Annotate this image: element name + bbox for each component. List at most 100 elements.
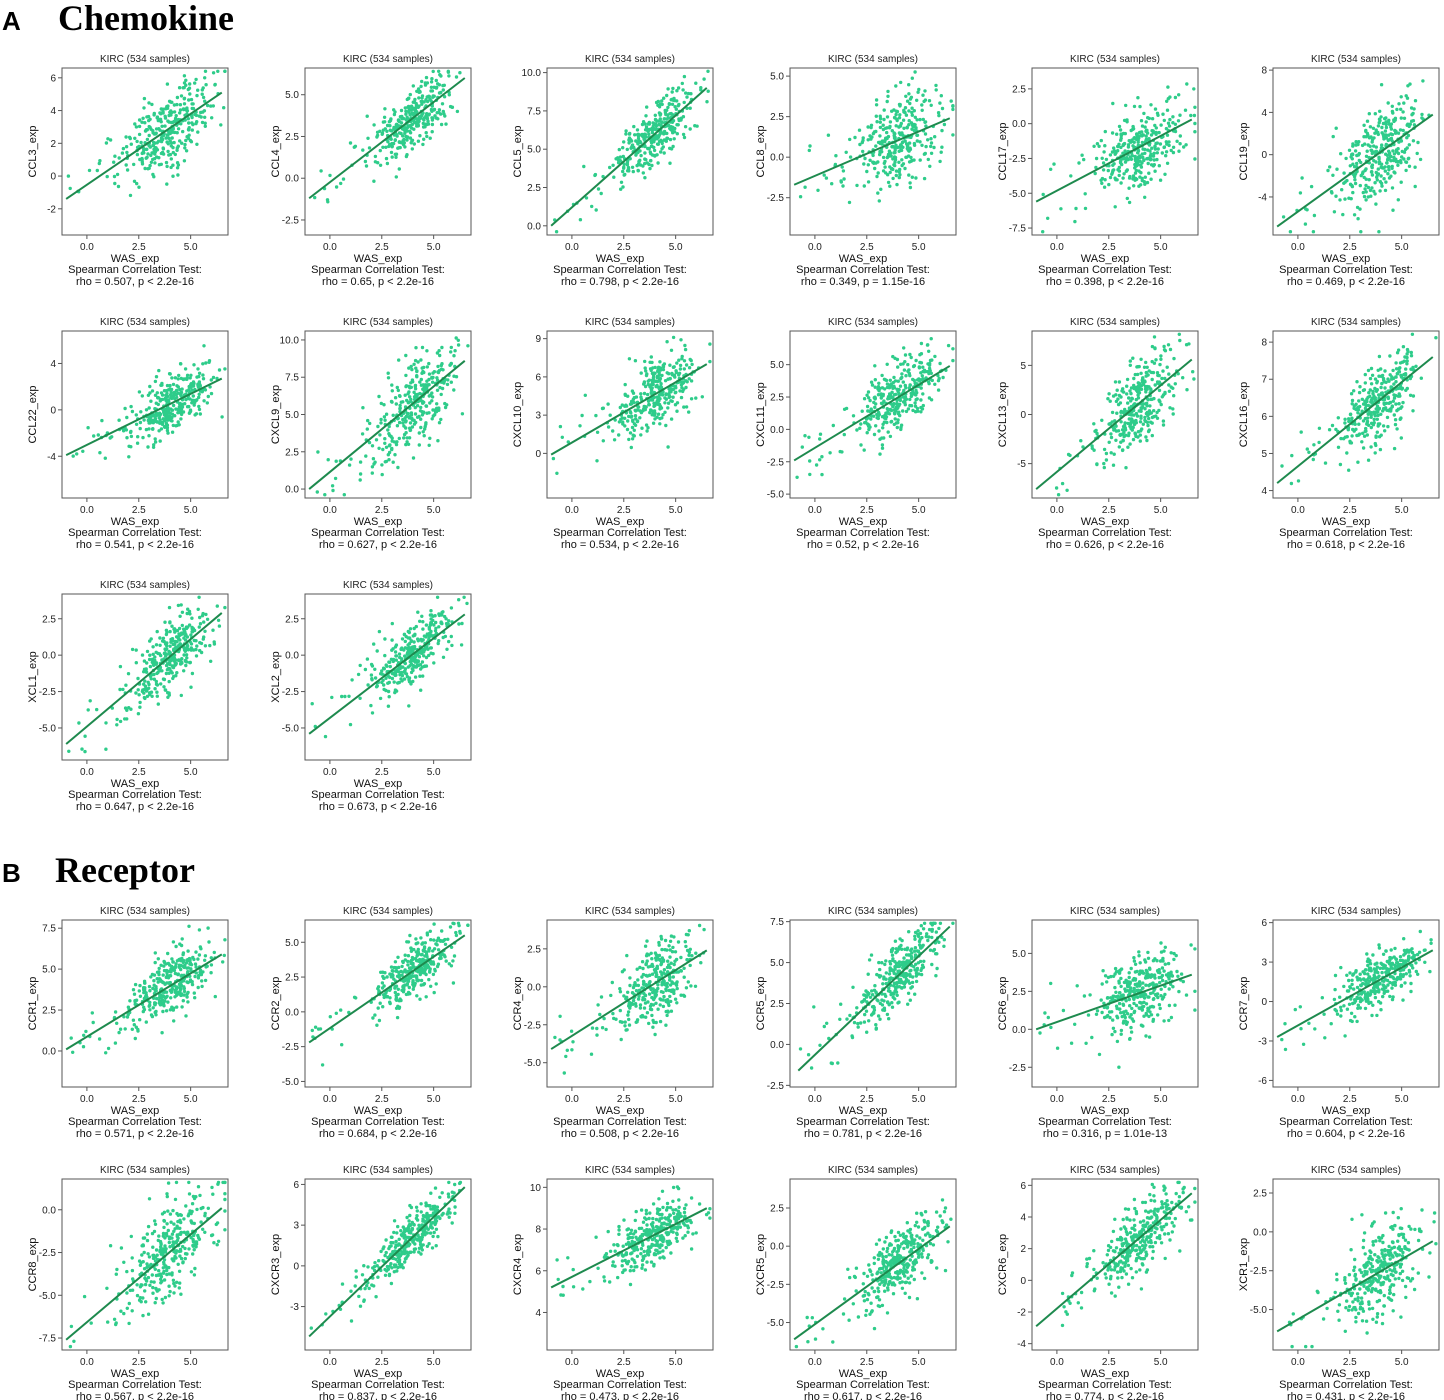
data-point <box>828 451 832 455</box>
data-point <box>154 682 159 686</box>
data-point <box>1158 142 1163 146</box>
data-point <box>1127 200 1132 205</box>
data-point <box>642 381 646 385</box>
data-point <box>891 176 895 181</box>
data-point <box>1405 146 1409 150</box>
data-point <box>413 383 418 388</box>
data-point <box>136 435 140 439</box>
data-point <box>1131 144 1135 148</box>
data-point <box>926 157 930 162</box>
data-point <box>874 114 878 118</box>
data-point <box>151 645 155 649</box>
data-point <box>635 128 640 132</box>
data-point <box>893 148 897 152</box>
data-point <box>411 380 415 384</box>
data-point <box>462 595 466 599</box>
data-point <box>121 687 125 692</box>
data-point <box>171 382 176 387</box>
data-point <box>880 436 884 440</box>
data-point <box>450 643 454 648</box>
data-point <box>425 379 429 383</box>
data-point <box>406 104 411 109</box>
data-point <box>1147 116 1152 121</box>
data-point <box>176 127 181 131</box>
data-point <box>892 393 897 397</box>
data-point <box>651 421 656 425</box>
data-point <box>1178 134 1183 138</box>
data-point <box>399 121 404 125</box>
data-point <box>878 116 883 121</box>
data-point <box>1146 161 1150 166</box>
data-point <box>361 148 365 152</box>
data-point <box>159 653 163 658</box>
data-point <box>937 376 941 381</box>
data-point <box>660 147 664 151</box>
data-point <box>1395 351 1400 355</box>
data-point <box>186 647 190 652</box>
data-point <box>400 673 405 678</box>
data-point <box>689 397 694 401</box>
data-point <box>1350 434 1354 438</box>
data-point <box>167 691 171 695</box>
data-point <box>135 145 140 150</box>
data-point <box>875 412 879 417</box>
points-group <box>313 69 462 204</box>
data-point <box>215 604 219 608</box>
data-point <box>195 120 199 124</box>
data-point <box>938 361 942 366</box>
x-tick-label: 0.0 <box>1291 505 1305 516</box>
data-point <box>907 173 911 177</box>
stat-test-label: Spearman Correlation Test: <box>1279 264 1413 276</box>
data-point <box>1136 365 1140 369</box>
data-point <box>894 143 898 147</box>
data-point <box>1332 210 1337 214</box>
data-point <box>1345 451 1349 455</box>
data-point <box>1106 168 1111 173</box>
data-point <box>897 175 901 180</box>
data-point <box>1122 410 1126 414</box>
data-point <box>657 371 661 375</box>
data-point <box>1380 125 1384 130</box>
data-point <box>1369 382 1374 386</box>
data-point <box>594 208 598 212</box>
data-point <box>1118 401 1123 405</box>
data-point <box>1193 130 1197 134</box>
data-point <box>898 113 902 117</box>
data-point <box>865 404 870 409</box>
data-point <box>387 432 391 436</box>
x-tick-label: 0.0 <box>323 767 337 778</box>
data-point <box>675 401 680 405</box>
data-point <box>874 144 878 148</box>
data-point <box>172 140 176 145</box>
plot-title: KIRC (534 samples) <box>1070 317 1160 328</box>
data-point <box>197 407 202 412</box>
data-point <box>1364 198 1368 202</box>
data-point <box>690 362 694 367</box>
data-point <box>897 160 901 164</box>
data-point <box>97 161 102 166</box>
data-point <box>1356 142 1360 147</box>
data-point <box>666 445 670 449</box>
regression-line <box>550 87 708 227</box>
data-point <box>201 362 205 366</box>
data-point <box>1110 131 1115 135</box>
data-point <box>67 749 71 753</box>
data-point <box>203 115 207 120</box>
data-point <box>930 358 934 362</box>
data-point <box>907 83 911 87</box>
x-axis-label: WAS_exp <box>839 253 888 265</box>
y-tick-label: -2.5 <box>282 687 300 698</box>
data-point <box>1334 427 1338 432</box>
points-group <box>553 69 710 234</box>
data-point <box>910 106 914 110</box>
data-point <box>896 420 900 425</box>
data-point <box>898 167 902 172</box>
data-point <box>186 625 190 629</box>
data-point <box>671 395 675 399</box>
data-point <box>900 163 904 168</box>
y-tick-label: 6 <box>50 73 56 84</box>
data-point <box>430 391 434 395</box>
data-point <box>365 114 369 118</box>
data-point <box>1398 128 1403 132</box>
data-point <box>1149 103 1153 107</box>
